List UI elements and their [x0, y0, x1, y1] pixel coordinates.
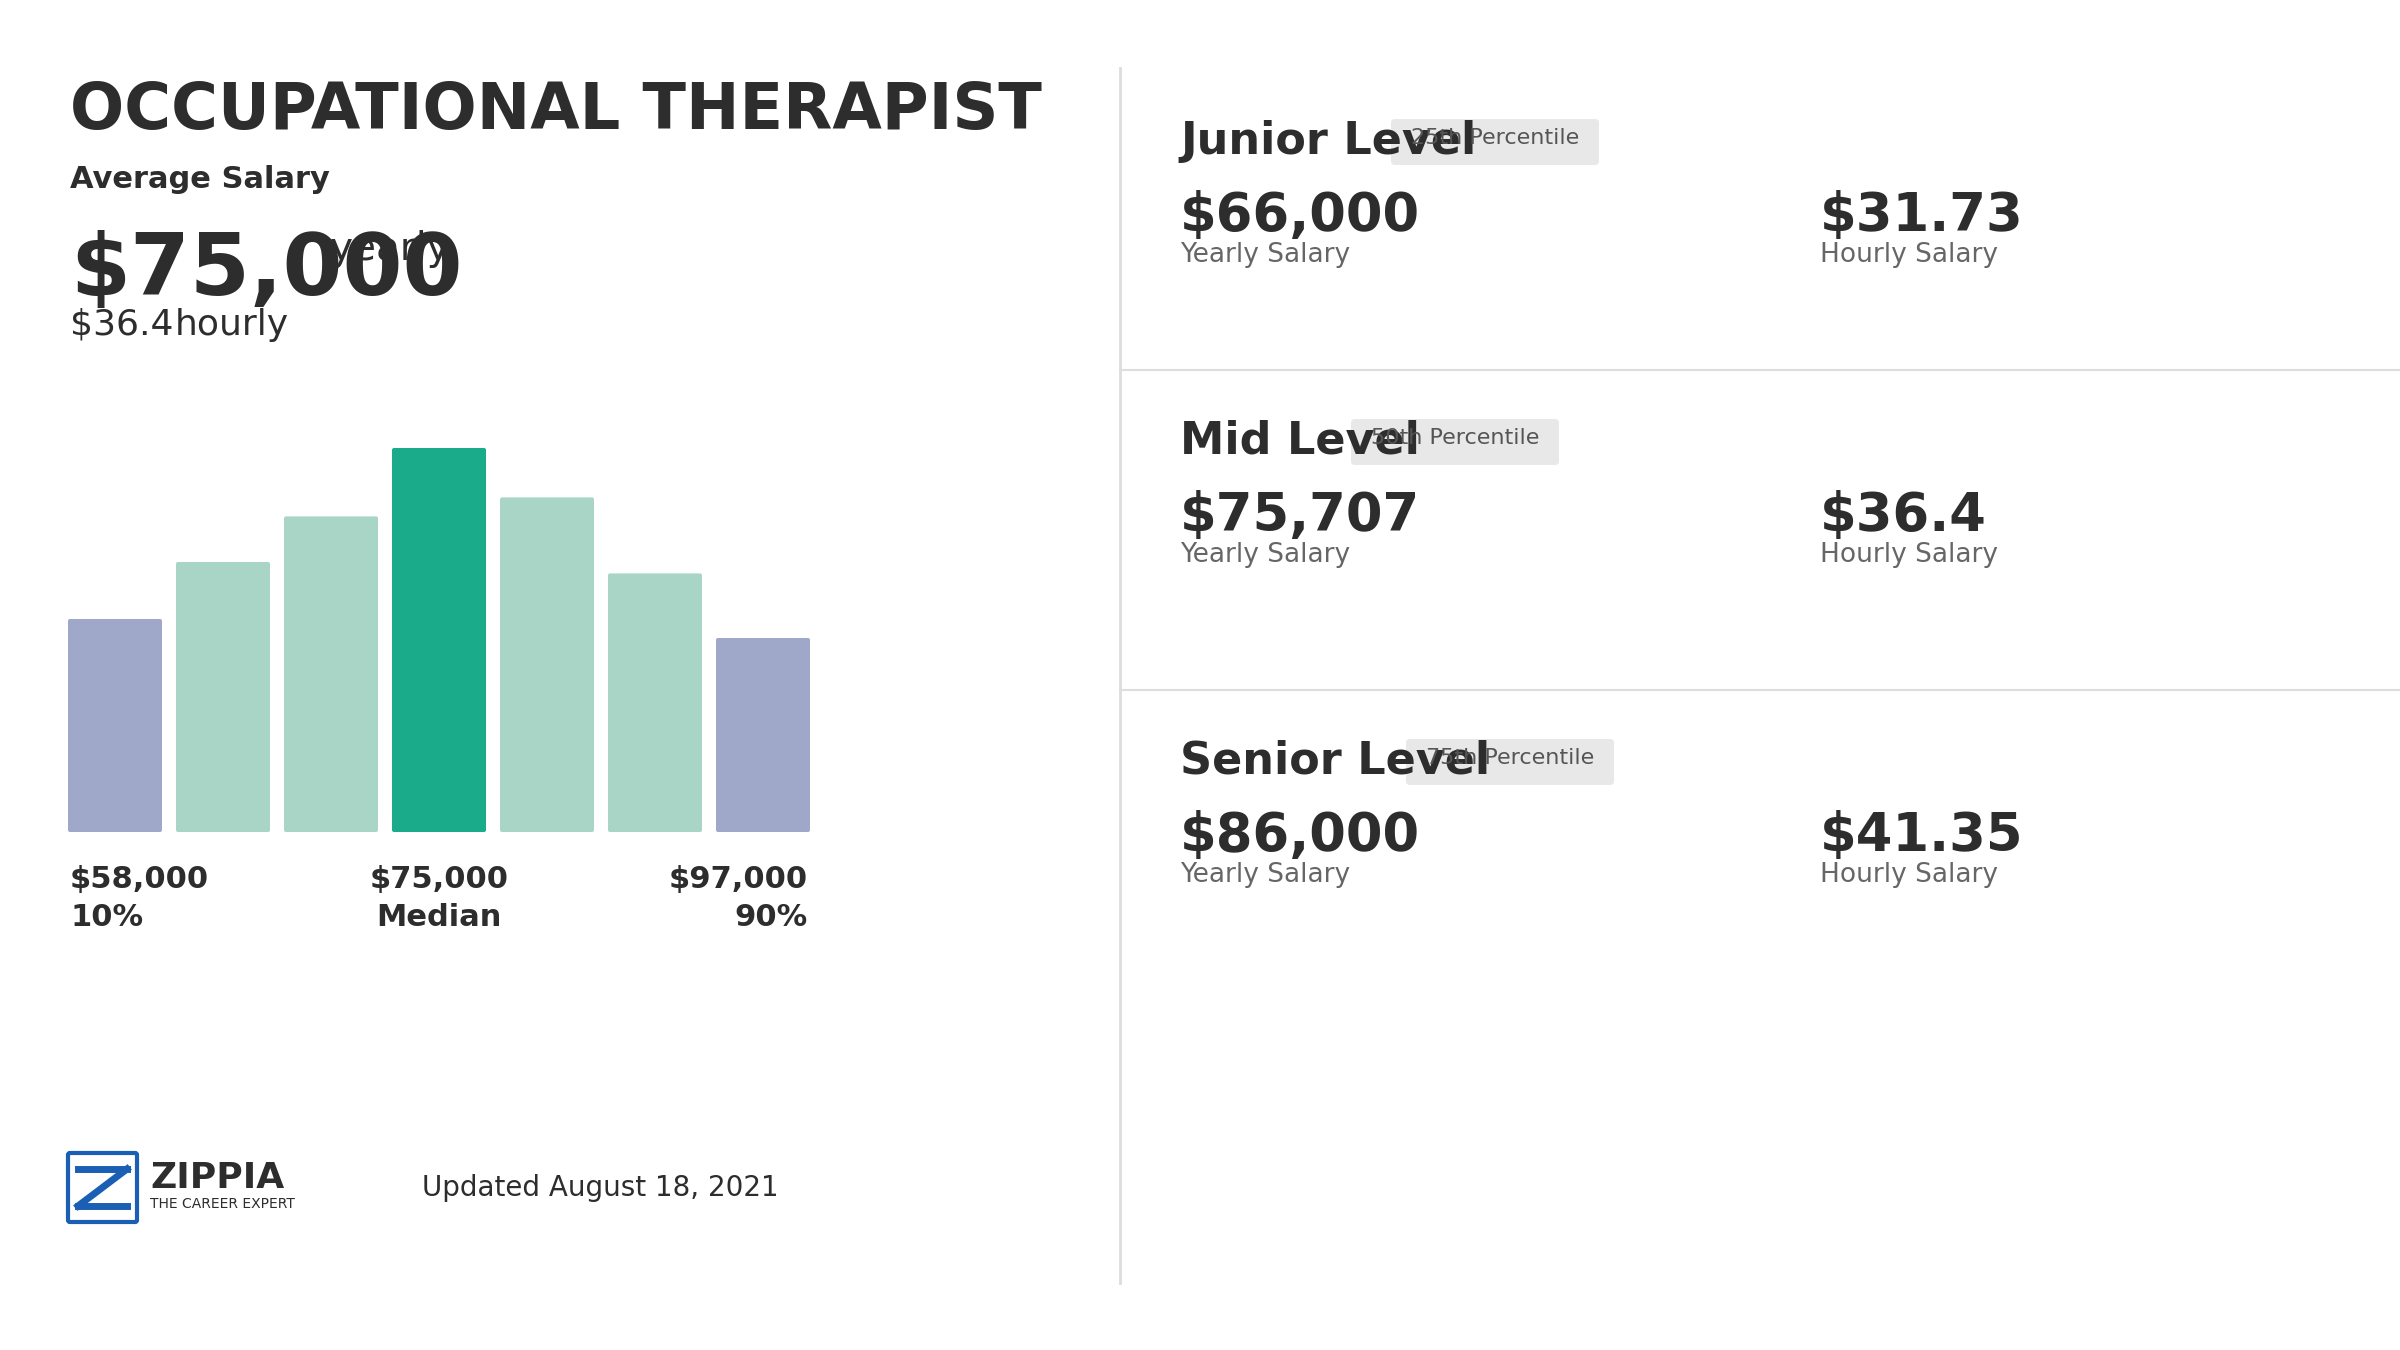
Text: Updated August 18, 2021: Updated August 18, 2021 [422, 1174, 778, 1202]
FancyBboxPatch shape [283, 517, 379, 832]
Text: 90%: 90% [734, 903, 809, 932]
Text: $75,707: $75,707 [1181, 490, 1421, 541]
FancyBboxPatch shape [67, 1153, 137, 1222]
Text: yearly: yearly [331, 230, 451, 269]
Text: OCCUPATIONAL THERAPIST: OCCUPATIONAL THERAPIST [70, 80, 1042, 142]
Text: 50th Percentile: 50th Percentile [1370, 428, 1538, 448]
FancyBboxPatch shape [499, 497, 595, 832]
Text: $41.35: $41.35 [1819, 810, 2023, 863]
Text: $66,000: $66,000 [1181, 190, 1421, 242]
FancyBboxPatch shape [1351, 418, 1560, 464]
Text: Yearly Salary: Yearly Salary [1181, 863, 1351, 888]
Text: hourly: hourly [175, 308, 288, 342]
Text: 75th Percentile: 75th Percentile [1426, 748, 1594, 768]
FancyBboxPatch shape [715, 639, 811, 832]
Text: ZIPPIA: ZIPPIA [149, 1161, 283, 1195]
Text: Yearly Salary: Yearly Salary [1181, 541, 1351, 568]
Text: 25th Percentile: 25th Percentile [1411, 128, 1579, 148]
Text: Hourly Salary: Hourly Salary [1819, 541, 1997, 568]
Text: $36.4: $36.4 [70, 308, 173, 342]
FancyBboxPatch shape [1392, 119, 1598, 165]
Text: Hourly Salary: Hourly Salary [1819, 863, 1997, 888]
FancyBboxPatch shape [67, 620, 163, 832]
FancyBboxPatch shape [607, 574, 703, 832]
Text: $36.4: $36.4 [1819, 490, 1987, 541]
Text: Yearly Salary: Yearly Salary [1181, 242, 1351, 269]
Text: $75,000: $75,000 [70, 230, 463, 313]
Text: Median: Median [377, 903, 502, 932]
FancyBboxPatch shape [391, 448, 485, 832]
Text: $31.73: $31.73 [1819, 190, 2023, 242]
Text: $97,000: $97,000 [670, 865, 809, 894]
Text: Mid Level: Mid Level [1181, 420, 1421, 463]
Text: Junior Level: Junior Level [1181, 120, 1476, 163]
Text: $58,000: $58,000 [70, 865, 209, 894]
FancyBboxPatch shape [175, 562, 269, 832]
Text: Senior Level: Senior Level [1181, 740, 1490, 783]
FancyBboxPatch shape [1406, 738, 1615, 784]
Text: $86,000: $86,000 [1181, 810, 1421, 863]
Text: Average Salary: Average Salary [70, 165, 329, 194]
Text: $75,000: $75,000 [370, 865, 509, 894]
Text: 10%: 10% [70, 903, 144, 932]
Text: THE CAREER EXPERT: THE CAREER EXPERT [149, 1196, 295, 1211]
Text: Hourly Salary: Hourly Salary [1819, 242, 1997, 269]
